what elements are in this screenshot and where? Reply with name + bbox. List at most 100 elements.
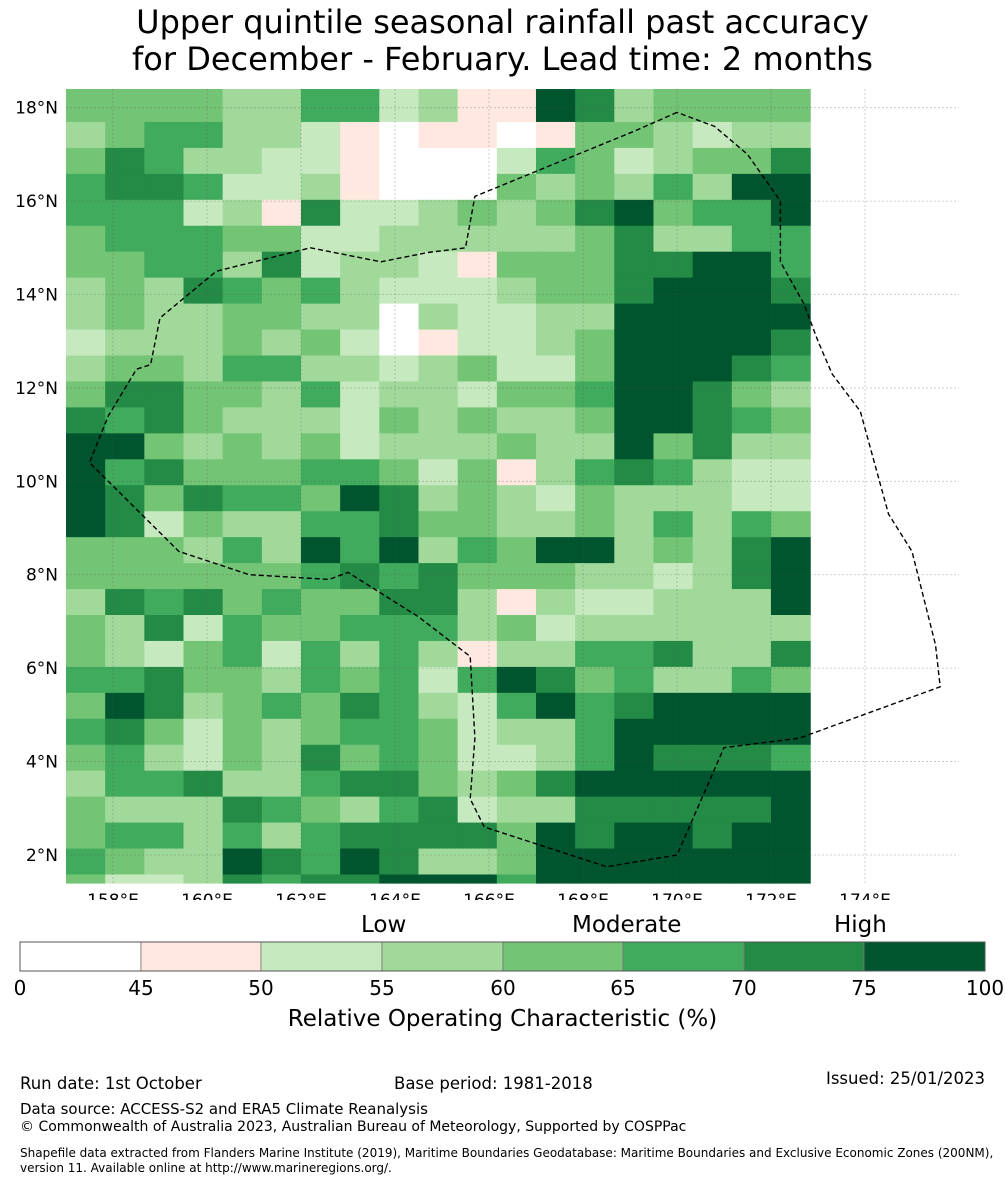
grid-cell	[457, 251, 498, 279]
grid-cell	[653, 511, 694, 538]
grid-cell	[183, 485, 224, 512]
grid-cell	[261, 744, 302, 772]
grid-cell	[457, 433, 498, 460]
grid-cell	[340, 744, 380, 772]
grid-cell	[379, 537, 420, 564]
grid-cell	[379, 89, 420, 123]
grid-cell	[340, 511, 380, 538]
grid-cell	[731, 744, 772, 772]
grid-cell	[105, 589, 145, 616]
grid-cell	[379, 718, 420, 746]
grid-cell	[731, 770, 772, 798]
grid-cell	[261, 796, 302, 824]
grid-cell	[183, 407, 224, 434]
grid-cell	[731, 640, 772, 668]
grid-cell	[575, 89, 615, 123]
grid-cell	[496, 796, 537, 824]
grid-cell	[66, 121, 106, 149]
grid-cell	[144, 303, 185, 331]
grid-cell	[535, 121, 576, 149]
grid-cell	[770, 329, 811, 357]
grid-cell	[614, 692, 655, 720]
grid-cell	[770, 459, 811, 486]
grid-cell	[731, 511, 772, 538]
grid-cell	[300, 459, 341, 486]
grid-cell	[731, 589, 772, 616]
grid-cell	[66, 666, 106, 694]
grid-cell	[105, 848, 145, 876]
grid-cell	[496, 199, 537, 227]
grid-cell	[496, 147, 537, 175]
grid-cell	[418, 199, 459, 227]
grid-cell	[418, 563, 459, 590]
grid-cell	[653, 147, 694, 175]
lat-tick-label: 2°N	[26, 846, 58, 866]
grid-cell	[222, 147, 263, 175]
grid-cell	[457, 511, 498, 538]
grid-cell	[457, 615, 498, 642]
grid-cell	[222, 173, 263, 201]
grid-cell	[379, 199, 420, 227]
grid-cell	[770, 147, 811, 175]
grid-cell	[66, 381, 106, 408]
grid-cell	[496, 563, 537, 590]
map-panel: 158°E 160°E 162°E 164°E 166°E 168°E 170°E 172°E…	[15, 89, 959, 900]
grid-cell	[300, 615, 341, 642]
roc-grid-cells	[66, 89, 811, 884]
grid-cell	[653, 615, 694, 642]
grid-cell	[66, 692, 106, 720]
grid-cell	[66, 407, 106, 434]
colorbar-segment	[19, 941, 142, 972]
grid-cell	[535, 225, 576, 253]
grid-cell	[222, 848, 263, 876]
grid-cell	[66, 251, 106, 279]
grid-cell	[222, 381, 263, 408]
grid-cell	[457, 407, 498, 434]
grid-cell	[300, 537, 341, 564]
grid-cell	[535, 251, 576, 279]
grid-cell	[770, 744, 811, 772]
latitude-tick-labels: 18°N 16°N 14°N 12°N 10°N 8°N 6°N 4°N 2°N	[15, 99, 58, 866]
grid-cell	[261, 225, 302, 253]
grid-cell	[770, 640, 811, 668]
grid-cell	[222, 303, 263, 331]
grid-cell	[222, 563, 263, 590]
grid-cell	[183, 744, 224, 772]
grid-cell	[183, 822, 224, 850]
grid-cell	[692, 718, 733, 746]
grid-cell	[300, 381, 341, 408]
grid-cell	[66, 537, 106, 564]
grid-cell	[66, 89, 106, 123]
grid-cell	[144, 355, 185, 383]
grid-cell	[418, 251, 459, 279]
grid-cell	[300, 796, 341, 824]
grid-cell	[418, 744, 459, 772]
longitude-tick-labels: 158°E 160°E 162°E 164°E 166°E 168°E 170°E 172°E…	[87, 891, 891, 900]
grid-cell	[300, 874, 341, 884]
colorbar-tick-75: 75	[851, 976, 877, 1000]
grid-cell	[457, 744, 498, 772]
colorbar-segment	[502, 941, 624, 972]
grid-cell	[457, 692, 498, 720]
grid-cell	[457, 666, 498, 694]
grid-cell	[457, 796, 498, 824]
grid-cell	[692, 692, 733, 720]
grid-cell	[575, 225, 615, 253]
grid-cell	[496, 121, 537, 149]
grid-cell	[144, 433, 185, 460]
lon-tick-label: 170°E	[651, 891, 703, 900]
colorbar-segment	[863, 941, 986, 972]
grid-cell	[418, 589, 459, 616]
lat-tick-label: 8°N	[26, 566, 58, 586]
grid-cell	[340, 537, 380, 564]
grid-cell	[496, 744, 537, 772]
grid-cell	[770, 277, 811, 305]
lat-tick-label: 12°N	[15, 379, 58, 399]
grid-cell	[770, 485, 811, 512]
grid-cell	[653, 225, 694, 253]
grid-cell	[144, 459, 185, 486]
grid-cell	[66, 277, 106, 305]
grid-cell	[575, 718, 615, 746]
grid-cell	[692, 485, 733, 512]
grid-cell	[379, 329, 420, 357]
